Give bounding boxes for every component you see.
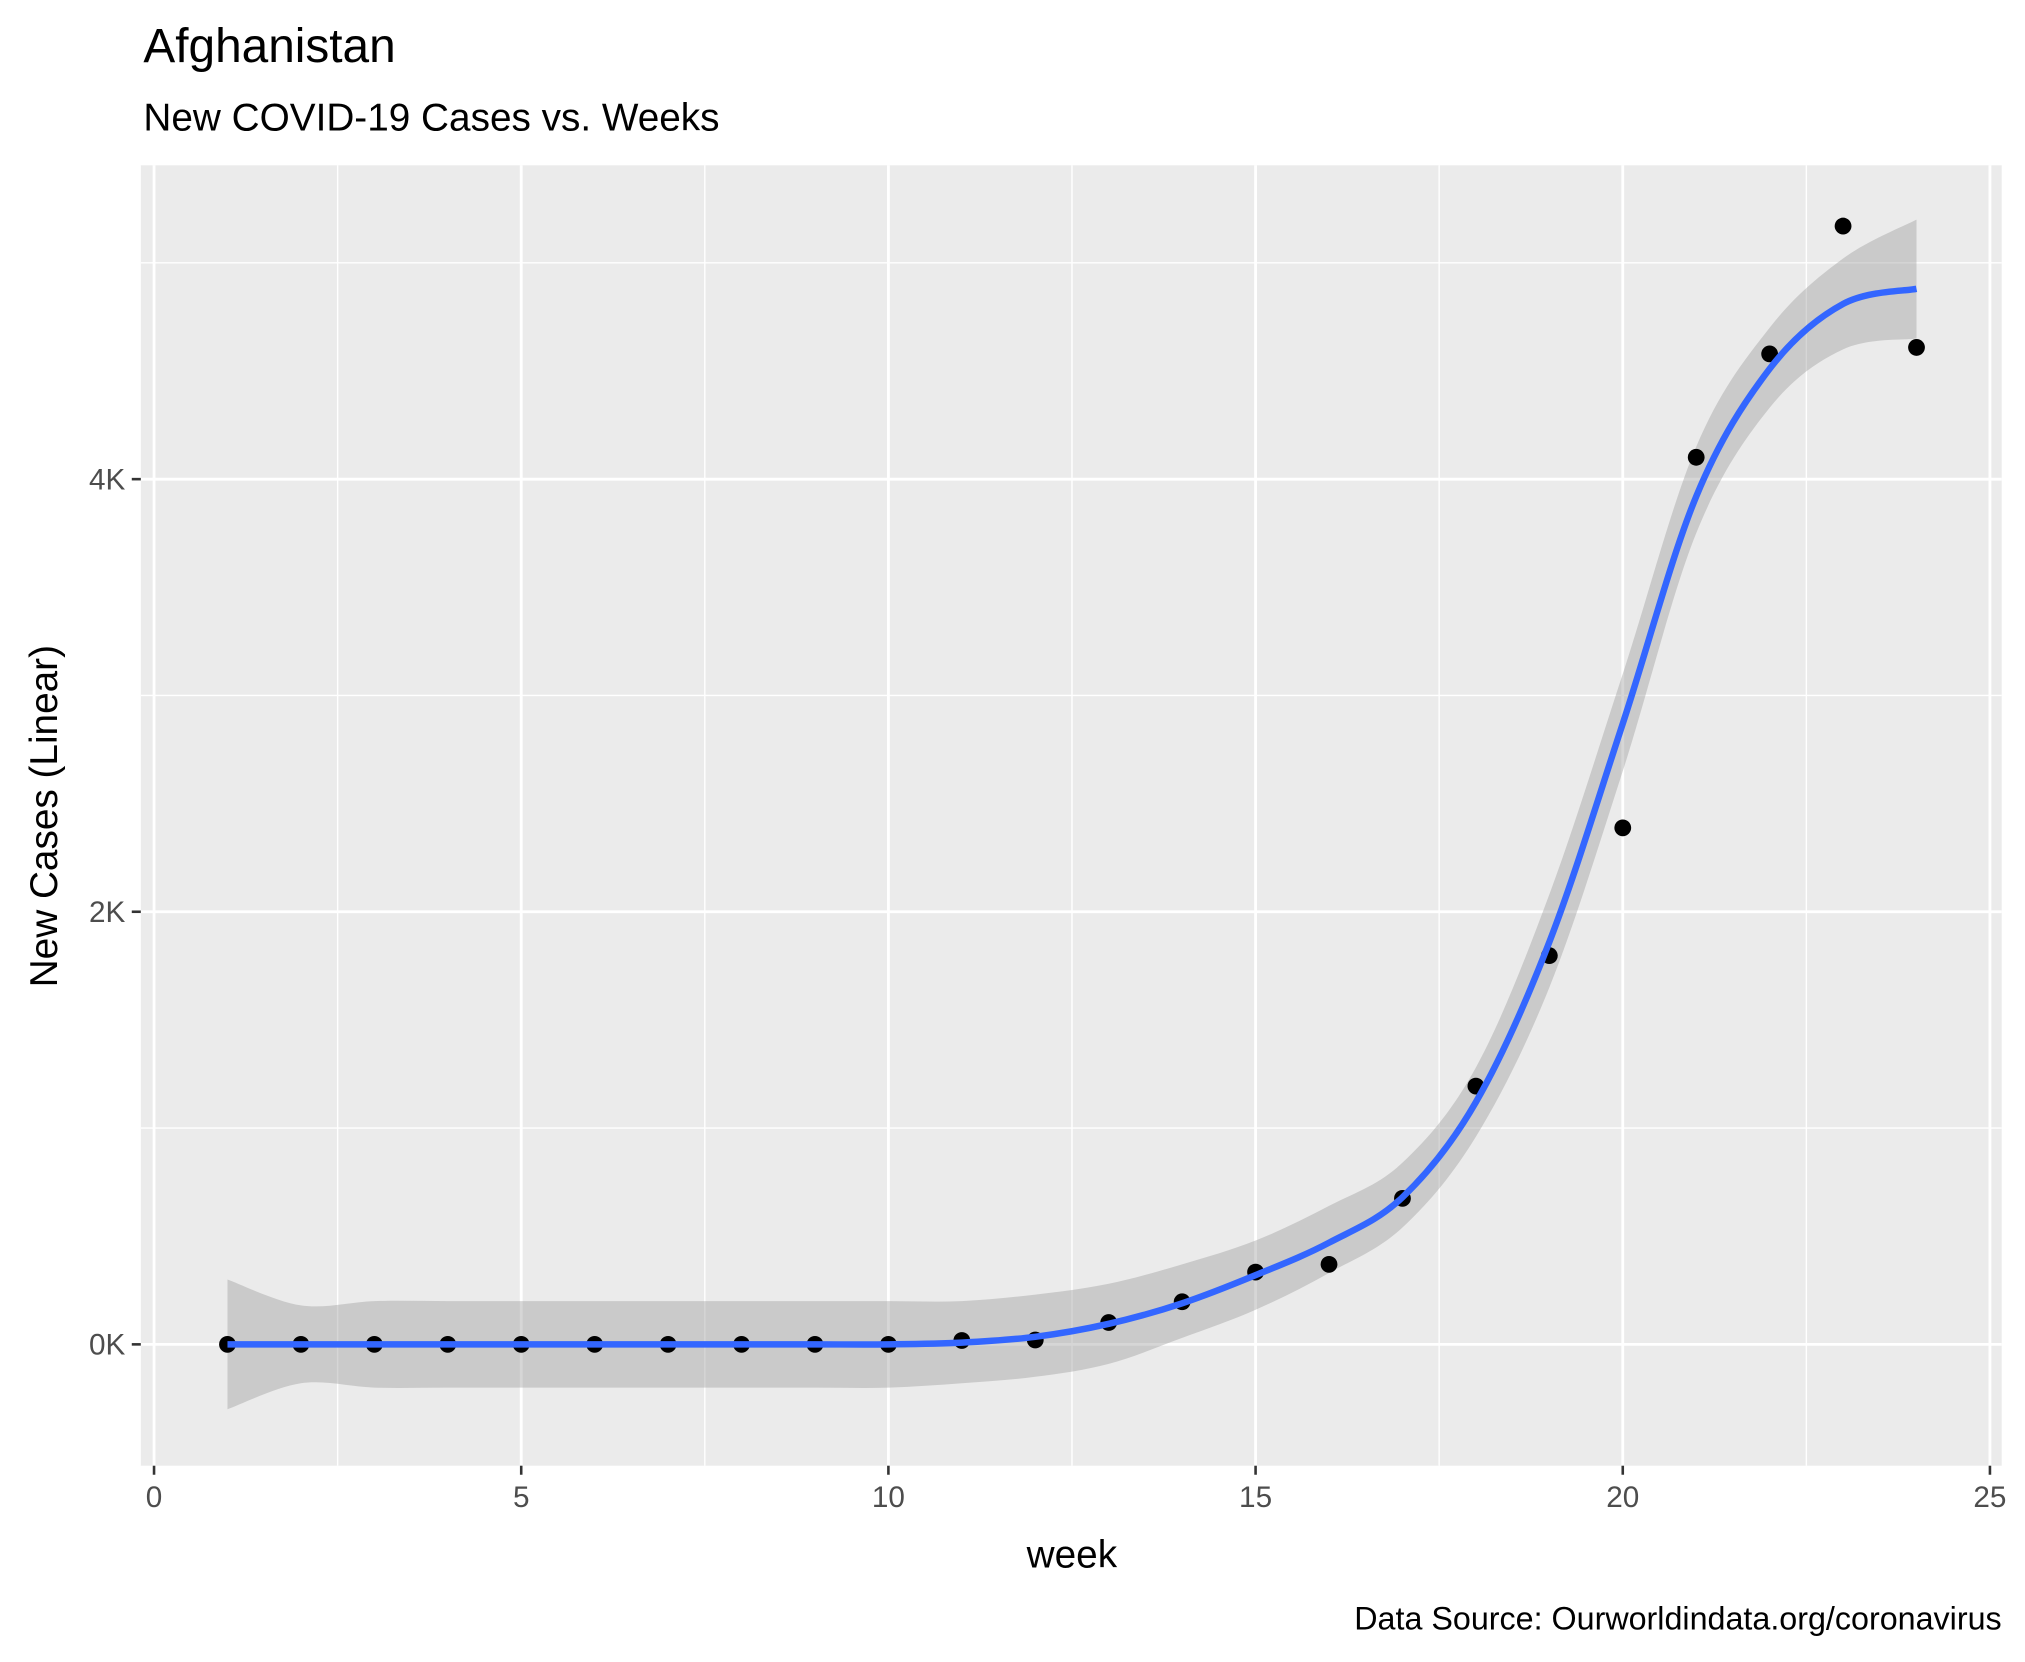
chart-subtitle: New COVID-19 Cases vs. Weeks — [143, 96, 719, 139]
x-tick-label: 5 — [513, 1481, 530, 1514]
chart-title: Afghanistan — [143, 20, 395, 73]
y-tick-label: 4K — [89, 463, 126, 496]
point — [1761, 345, 1779, 363]
x-tick-label: 15 — [1239, 1481, 1272, 1514]
point — [1320, 1255, 1338, 1273]
x-axis-title: week — [1026, 1534, 1118, 1577]
y-tick-label: 0K — [89, 1329, 126, 1362]
point — [1687, 448, 1705, 466]
x-tick-label: 0 — [146, 1481, 163, 1514]
plot-panel — [140, 165, 2002, 1466]
point — [1908, 339, 1925, 356]
point — [1834, 217, 1852, 235]
smooth-line — [227, 285, 1918, 1348]
caption: Data Source: Ourworldindata.org/coronavi… — [1354, 1601, 2001, 1637]
y-axis-title: New Cases (Linear) — [23, 645, 66, 987]
x-tick-label: 10 — [872, 1481, 905, 1514]
y-tick-label: 2K — [89, 896, 126, 929]
point — [1614, 819, 1632, 837]
x-tick-label: 25 — [1973, 1481, 2006, 1514]
confidence-band — [227, 219, 1917, 1410]
x-tick-label: 20 — [1606, 1481, 1639, 1514]
